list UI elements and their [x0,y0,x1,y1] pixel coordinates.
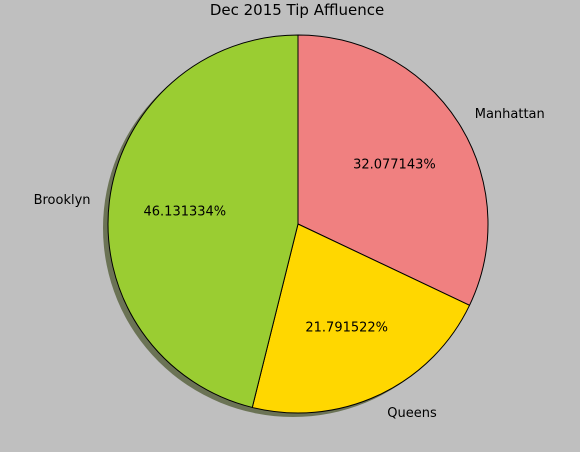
pie-slice-queens [251,223,471,414]
category-label-manhattan: Manhattan [475,107,545,122]
category-label-queens: Queens [387,406,437,421]
pie-slices [107,34,489,414]
percent-label-brooklyn: 46.131334% [144,204,227,219]
pie-slice-brooklyn [107,34,299,408]
chart-title: Dec 2015 Tip Affluence [210,1,384,19]
pie-labels: Manhattan 32.077143% Queens 21.791522% Brook… [34,107,545,421]
percent-label-manhattan: 32.077143% [353,157,436,172]
percent-label-queens: 21.791522% [305,321,388,336]
pie-slice-manhattan [297,34,489,306]
category-label-brooklyn: Brooklyn [34,193,91,208]
